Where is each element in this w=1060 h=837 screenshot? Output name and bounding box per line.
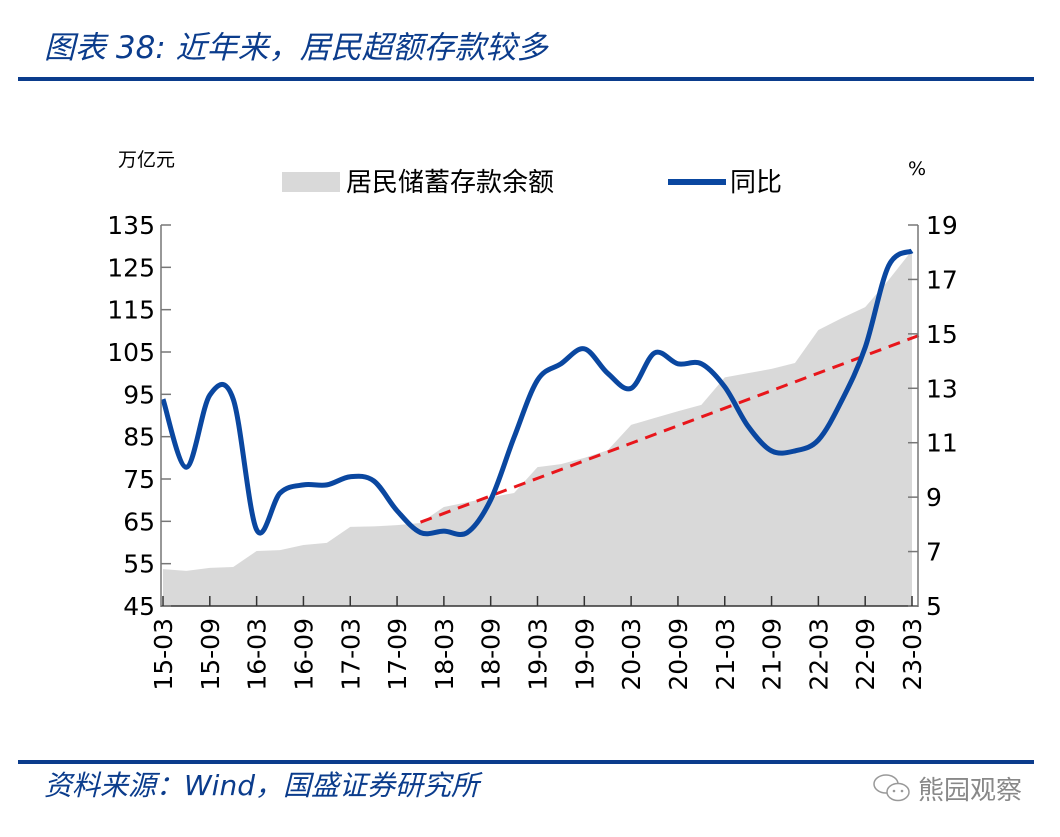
left-tick-label: 65 [123, 507, 155, 536]
trend-line [419, 333, 921, 524]
x-tick-label: 21-09 [758, 618, 787, 691]
left-tick-label: 45 [123, 592, 155, 621]
left-tick-label: 85 [123, 423, 155, 452]
x-tick-label: 20-09 [664, 618, 693, 691]
x-tick-label: 16-09 [289, 618, 318, 691]
right-tick-label: 13 [926, 374, 958, 403]
x-tick-label: 19-03 [524, 618, 553, 691]
x-tick-label: 20-03 [617, 618, 646, 691]
x-tick-label: 17-09 [383, 618, 412, 691]
right-axis-unit: % [908, 158, 926, 180]
x-tick-label: 19-09 [570, 618, 599, 691]
x-tick-label: 15-09 [196, 618, 225, 691]
right-tick-label: 17 [926, 265, 958, 294]
left-tick-label: 105 [107, 338, 155, 367]
left-tick-label: 75 [123, 465, 155, 494]
footer-divider [18, 760, 1034, 764]
title-divider [18, 77, 1034, 81]
left-tick-label: 115 [107, 296, 155, 325]
x-tick-label: 21-03 [711, 618, 740, 691]
deposit-balance-area [163, 250, 912, 606]
left-tick-label: 95 [123, 380, 155, 409]
legend-line-label: 同比 [730, 168, 782, 198]
yoy-line [160, 248, 914, 538]
wechat-icon [873, 773, 910, 801]
page-title: 图表 38: 近年来，居民超额存款较多 [44, 30, 548, 66]
right-tick-label: 19 [926, 211, 958, 240]
x-tick-label: 22-09 [851, 618, 880, 691]
left-tick-label: 55 [123, 550, 155, 579]
watermark-text: 熊园观察 [918, 776, 1023, 806]
x-tick-label: 18-03 [430, 618, 459, 691]
x-tick-label: 18-09 [477, 618, 506, 691]
x-tick-label: 17-03 [336, 618, 365, 691]
left-tick-label: 125 [107, 253, 155, 282]
right-tick-label: 11 [926, 429, 958, 458]
x-tick-label: 22-03 [804, 618, 833, 691]
right-tick-label: 9 [926, 483, 942, 512]
right-tick-label: 5 [926, 592, 942, 621]
right-tick-label: 15 [926, 320, 958, 349]
left-tick-label: 135 [107, 211, 155, 240]
legend-area-swatch [282, 172, 340, 192]
x-tick-label: 16-03 [243, 618, 272, 691]
right-tick-label: 7 [926, 538, 942, 567]
left-axis-unit: 万亿元 [118, 149, 175, 171]
x-tick-label: 15-03 [149, 618, 178, 691]
watermark: 熊园观察 [872, 770, 1022, 807]
legend-area-label: 居民储蓄存款余额 [346, 168, 554, 198]
source-note: 资料来源：Wind，国盛证券研究所 [44, 769, 479, 802]
x-tick-label: 23-03 [898, 618, 927, 691]
